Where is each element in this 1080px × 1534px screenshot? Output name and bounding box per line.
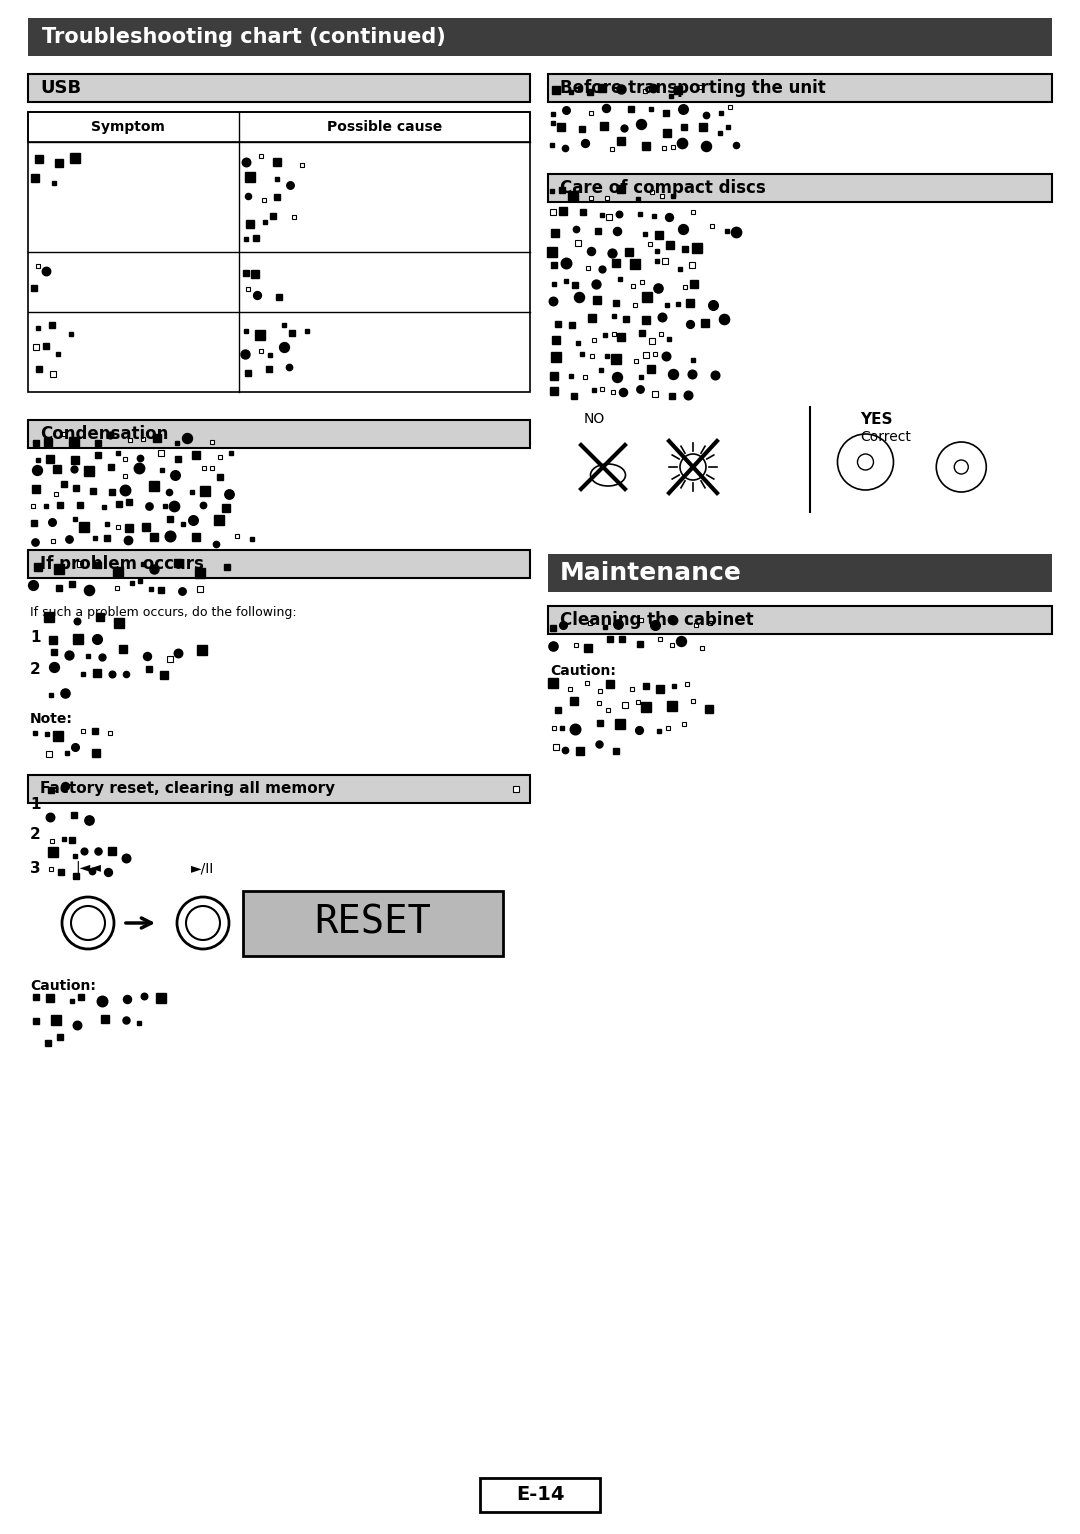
Bar (28, 112, 530, 143)
Text: Correct: Correct (861, 430, 912, 443)
Text: Before transporting the unit: Before transporting the unit (561, 78, 826, 97)
Text: E-14: E-14 (516, 1485, 564, 1505)
Circle shape (71, 907, 105, 940)
Bar (28, 551, 530, 578)
Text: USB: USB (40, 78, 81, 97)
Bar (28, 775, 530, 802)
Text: Caution:: Caution: (30, 979, 96, 992)
Text: Cleaning the cabinet: Cleaning the cabinet (561, 611, 754, 629)
Bar (28, 74, 530, 101)
Text: If such a problem occurs, do the following:: If such a problem occurs, do the followi… (30, 606, 297, 620)
Text: RESET: RESET (314, 904, 431, 942)
Circle shape (936, 442, 986, 492)
Text: ►/II: ►/II (191, 861, 215, 874)
Bar (28, 420, 530, 448)
Circle shape (858, 454, 874, 469)
Bar (480, 1477, 600, 1513)
Text: If problem occurs: If problem occurs (40, 555, 204, 574)
Circle shape (837, 434, 893, 489)
Text: Care of compact discs: Care of compact discs (561, 179, 766, 196)
Bar (548, 606, 1052, 634)
Text: |◄◄: |◄◄ (76, 861, 100, 874)
Circle shape (177, 897, 229, 950)
Text: 3: 3 (30, 861, 41, 876)
Text: YES: YES (861, 413, 893, 426)
Bar (548, 554, 1052, 592)
Text: Maintenance: Maintenance (561, 561, 742, 584)
Text: Troubleshooting chart (continued): Troubleshooting chart (continued) (42, 28, 446, 48)
Bar (28, 112, 530, 393)
Circle shape (680, 454, 706, 480)
Text: Factory reset, clearing all memory: Factory reset, clearing all memory (40, 781, 335, 796)
Bar (243, 891, 503, 956)
Text: NO: NO (584, 413, 605, 426)
Text: Caution:: Caution: (550, 664, 616, 678)
Bar (548, 74, 1052, 101)
Text: 1: 1 (30, 630, 41, 644)
Text: Possible cause: Possible cause (327, 120, 442, 133)
Circle shape (62, 897, 114, 950)
Text: Symptom: Symptom (92, 120, 165, 133)
Text: 2: 2 (30, 663, 41, 676)
Text: 1: 1 (30, 798, 41, 811)
Text: Condensation: Condensation (40, 425, 168, 443)
Circle shape (955, 460, 969, 474)
Ellipse shape (591, 463, 625, 486)
Text: Note:: Note: (30, 712, 72, 726)
Text: 2: 2 (30, 827, 41, 842)
Bar (28, 18, 1052, 57)
Circle shape (186, 907, 220, 940)
Bar (548, 173, 1052, 202)
